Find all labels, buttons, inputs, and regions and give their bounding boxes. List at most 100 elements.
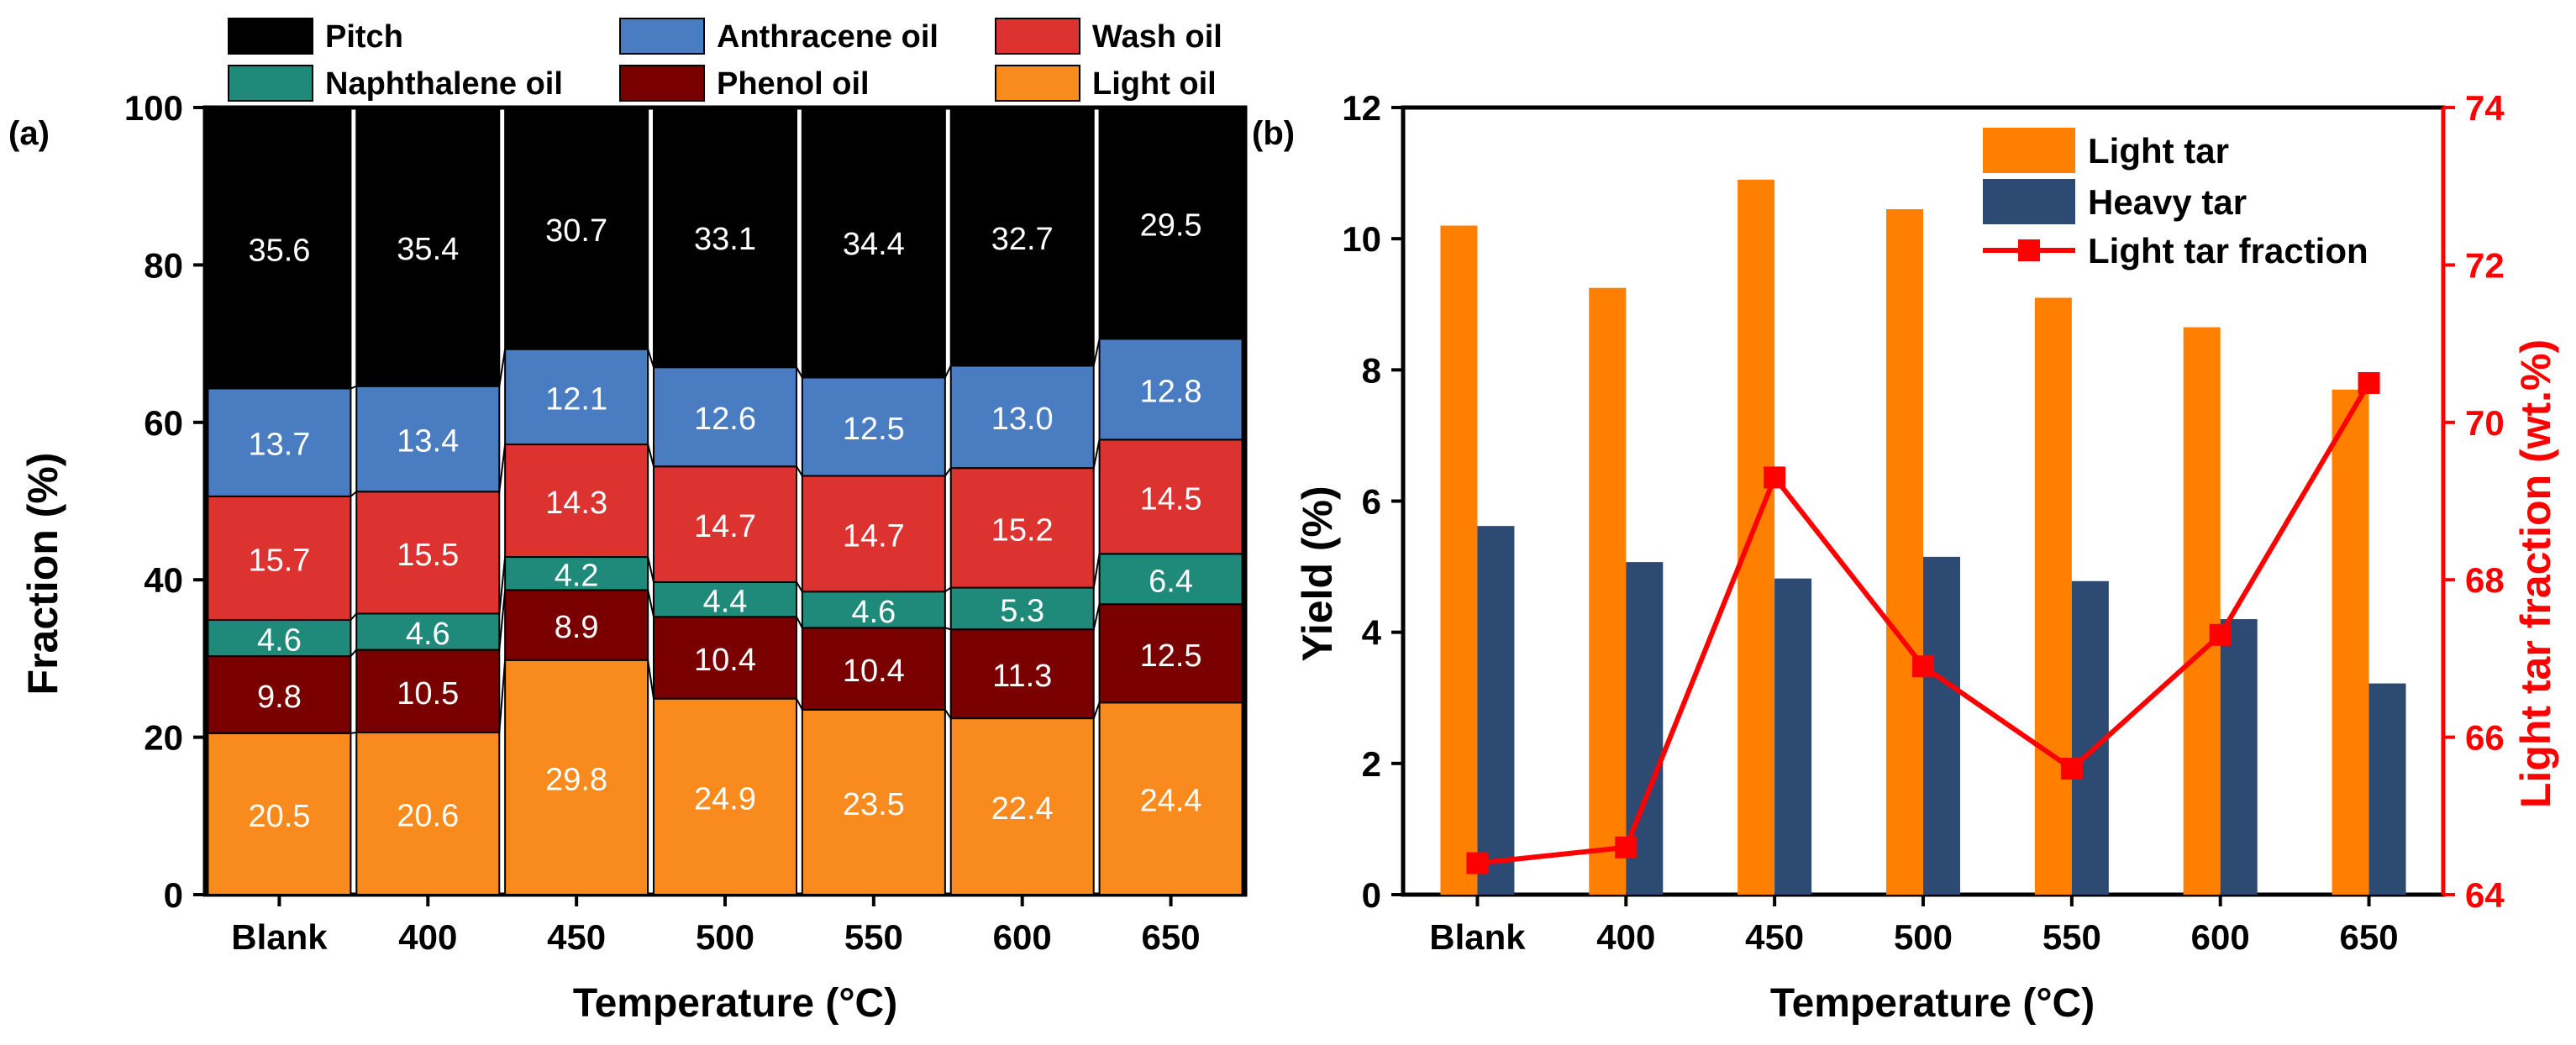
bar-anthracene_oil-blank bbox=[207, 387, 352, 497]
panel-b-x-tick-label: 650 bbox=[2340, 917, 2399, 957]
panel-b-right-tick-label: 68 bbox=[2465, 560, 2505, 600]
panel-a-x-tick-label: 600 bbox=[993, 917, 1052, 957]
legend-label-pitch: Pitch bbox=[325, 19, 403, 55]
panel-a-x-axis-title: Temperature (°C) bbox=[573, 981, 897, 1026]
label-naphthalene_oil-400: 4.6 bbox=[406, 617, 450, 652]
panel-b-x-tick-label: Blank bbox=[1429, 917, 1526, 957]
panel-b-fraction-line bbox=[1466, 371, 2380, 874]
bar-wash_oil-blank bbox=[207, 495, 352, 621]
bar-pitch-blank bbox=[207, 107, 352, 390]
panel-b-right-tick-label: 66 bbox=[2465, 718, 2505, 758]
bar-light-tar-600 bbox=[2183, 327, 2221, 895]
label-pitch-500: 33.1 bbox=[694, 222, 756, 257]
panel-a-x-tick-label: 650 bbox=[1142, 917, 1201, 957]
fraction-marker-600 bbox=[2209, 623, 2232, 646]
bar-phenol_oil-blank bbox=[207, 655, 352, 734]
bar-light-tar-450 bbox=[1737, 179, 1775, 895]
bar-anthracene_oil-550 bbox=[801, 376, 946, 477]
panel-a-y-tick-label: 100 bbox=[124, 88, 183, 128]
label-light_oil-blank: 20.5 bbox=[248, 799, 310, 834]
connector-2-2 bbox=[647, 590, 655, 617]
connector-1-4 bbox=[944, 709, 952, 719]
panel-b-x-tick-label: 400 bbox=[1596, 917, 1655, 957]
panel-a-y-tick-label: 80 bbox=[144, 245, 183, 285]
fraction-marker-blank bbox=[1466, 852, 1489, 874]
label-wash_oil-600: 15.2 bbox=[991, 512, 1054, 548]
bar-anthracene_oil-450 bbox=[504, 348, 649, 446]
legend-label-anthracene_oil: Anthracene oil bbox=[717, 19, 938, 55]
bar-wash_oil-450 bbox=[504, 444, 649, 559]
connector-3-3 bbox=[796, 581, 803, 592]
bar-anthracene_oil-500 bbox=[653, 366, 797, 468]
bar-heavy-tar-600 bbox=[2220, 619, 2258, 895]
bar-light-tar-blank bbox=[1440, 225, 1478, 895]
connector-1-1 bbox=[498, 659, 507, 733]
connector-4-1 bbox=[498, 444, 507, 492]
connector-4-5 bbox=[1092, 439, 1101, 469]
bar-light-tar-550 bbox=[2034, 297, 2072, 895]
panel-b-y-tick-label: 2 bbox=[1362, 744, 1381, 784]
bar-anthracene_oil-400 bbox=[355, 385, 501, 493]
bar-light_oil-500 bbox=[653, 697, 797, 896]
label-anthracene_oil-650: 12.8 bbox=[1140, 374, 1202, 409]
connector-2-4 bbox=[944, 627, 951, 631]
label-light_oil-550: 23.5 bbox=[843, 787, 905, 822]
bar-pitch-550 bbox=[801, 106, 946, 379]
panel-a-x-tick-label: 550 bbox=[844, 917, 903, 957]
panel-b-right-tick-label: 72 bbox=[2465, 245, 2505, 285]
bar-phenol_oil-550 bbox=[801, 627, 946, 711]
connector-4-4 bbox=[944, 467, 952, 477]
bar-light_oil-400 bbox=[355, 731, 501, 896]
bar-pitch-500 bbox=[653, 106, 797, 369]
bar-light-tar-400 bbox=[1589, 287, 1627, 895]
panel-b-right-tick-label: 64 bbox=[2465, 875, 2505, 915]
bar-light-tar-500 bbox=[1886, 209, 1923, 895]
legend-label-heavy-tar: Heavy tar bbox=[2088, 182, 2247, 222]
bar-phenol_oil-600 bbox=[949, 628, 1095, 720]
connector-2-3 bbox=[796, 616, 803, 628]
connector-1-2 bbox=[647, 659, 655, 699]
panel-b-right-y-axis-title: Light tar fraction (wt.%) bbox=[2512, 339, 2559, 808]
connector-3-4 bbox=[944, 586, 952, 593]
panel-b-x-tick-label: 600 bbox=[2191, 917, 2250, 957]
legend-label-wash_oil: Wash oil bbox=[1092, 19, 1222, 55]
panel-a-connectors bbox=[350, 339, 1101, 734]
label-light_oil-400: 20.6 bbox=[397, 798, 459, 833]
connector-4-2 bbox=[647, 444, 655, 467]
legend-label-light-tar: Light tar bbox=[2088, 131, 2229, 171]
bar-anthracene_oil-600 bbox=[949, 365, 1095, 470]
label-naphthalene_oil-450: 4.2 bbox=[555, 559, 599, 594]
legend-label-fraction: Light tar fraction bbox=[2088, 231, 2368, 270]
connector-5-5 bbox=[1092, 339, 1101, 366]
connector-1-3 bbox=[796, 698, 803, 711]
label-pitch-400: 35.4 bbox=[397, 232, 459, 267]
label-phenol_oil-450: 8.9 bbox=[555, 610, 599, 645]
label-phenol_oil-550: 10.4 bbox=[843, 654, 905, 689]
bar-pitch-450 bbox=[504, 107, 649, 350]
label-wash_oil-500: 14.7 bbox=[694, 509, 756, 544]
label-phenol_oil-500: 10.4 bbox=[694, 643, 756, 678]
label-pitch-600: 32.7 bbox=[991, 222, 1054, 257]
legend-swatch-light_oil bbox=[995, 65, 1080, 102]
panel-b-right-tick-label: 74 bbox=[2465, 88, 2505, 128]
bar-pitch-400 bbox=[355, 107, 501, 387]
panel-a-y-tick-label: 20 bbox=[144, 718, 183, 758]
panel-b-x-axis-title: Temperature (°C) bbox=[1770, 981, 2095, 1026]
bar-heavy-tar-650 bbox=[2368, 683, 2406, 895]
bar-light_oil-600 bbox=[949, 717, 1095, 895]
label-light_oil-500: 24.9 bbox=[694, 781, 756, 817]
label-wash_oil-400: 15.5 bbox=[397, 538, 459, 573]
legend-swatch-naphthalene_oil bbox=[228, 65, 313, 102]
label-phenol_oil-400: 10.5 bbox=[397, 676, 459, 712]
panel-b-bars bbox=[1401, 105, 2446, 897]
panel-b-x-tick-label: 500 bbox=[1894, 917, 1953, 957]
label-wash_oil-450: 14.3 bbox=[545, 486, 607, 521]
legend-label-naphthalene_oil: Naphthalene oil bbox=[325, 66, 563, 102]
panel-a-x-tick-label: 400 bbox=[398, 917, 457, 957]
bar-phenol_oil-500 bbox=[653, 616, 797, 700]
panel-b-left-y-ticks: 0 2 4 6 8 10 12 bbox=[1342, 88, 1403, 915]
label-anthracene_oil-600: 13.0 bbox=[991, 402, 1054, 437]
label-phenol_oil-600: 11.3 bbox=[992, 659, 1052, 694]
panel-b-x-tick-label: 450 bbox=[1745, 917, 1804, 957]
